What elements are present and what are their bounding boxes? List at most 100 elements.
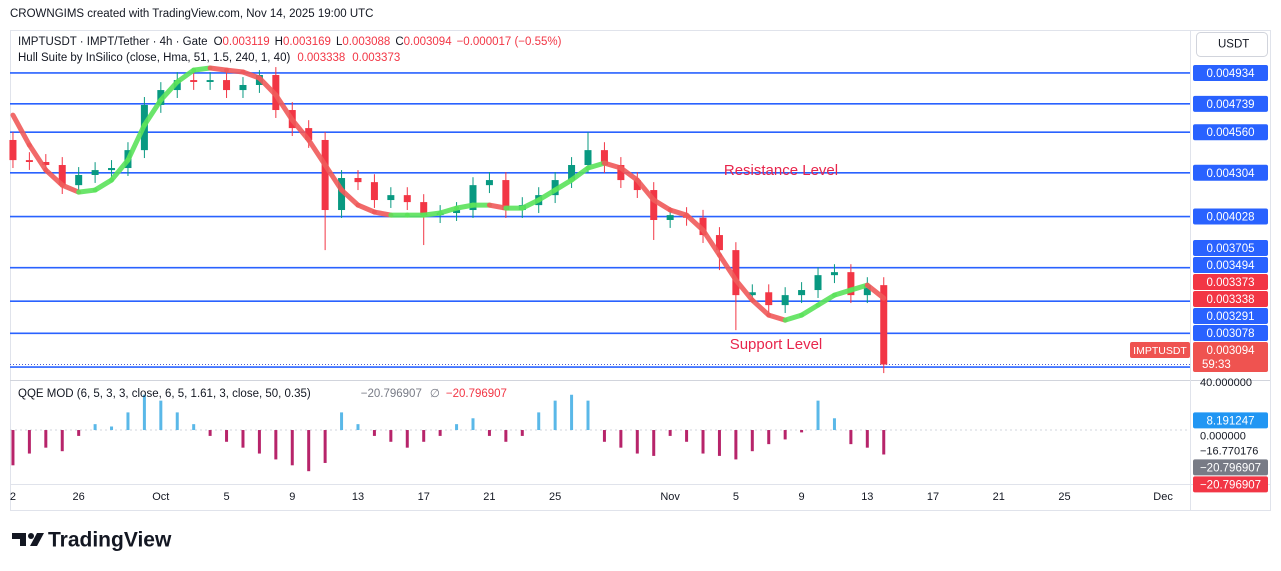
- hull-legend: Hull Suite by InSilico (close, Hma, 51, …: [18, 52, 400, 64]
- annotation: Support Level: [730, 336, 823, 353]
- candle-body: [469, 185, 477, 211]
- price-tag: [1193, 164, 1268, 181]
- price-tag: [1193, 291, 1268, 307]
- currency-box[interactable]: [1196, 32, 1268, 57]
- x-tick-label: 25: [549, 491, 561, 503]
- price-tag: [1193, 342, 1268, 372]
- hull-segment: [322, 162, 345, 193]
- hull-segment: [26, 142, 49, 173]
- ohlc-label: L: [336, 36, 343, 48]
- price-tag-label: 0.003291: [1207, 311, 1255, 323]
- qqe-legend: QQE MOD (6, 5, 3, 3, close, 6, 5, 1.61, …: [18, 388, 507, 400]
- qqe-readout: −20.796907: [446, 388, 507, 400]
- price-tag-label: 0.003094: [1207, 345, 1256, 357]
- qqe-bar: [849, 430, 853, 445]
- x-tick-label: 21: [993, 491, 1005, 503]
- price-tag: [1193, 124, 1268, 141]
- candle-body: [798, 290, 806, 296]
- candle-body: [305, 128, 313, 140]
- qqe-bar: [800, 430, 804, 433]
- candle-body: [715, 235, 723, 251]
- hull-segment: [864, 282, 887, 301]
- ohlc-label: O: [214, 36, 223, 48]
- hull-segment: [569, 165, 591, 183]
- hull-segment: [815, 292, 837, 308]
- qqe-bar: [389, 430, 393, 442]
- hull-segment: [141, 97, 164, 128]
- hull-segment: [618, 165, 640, 183]
- hull-segment: [733, 277, 755, 303]
- qqe-bar: [520, 430, 524, 436]
- hull-segment: [256, 75, 279, 98]
- price-tag: [1193, 257, 1268, 273]
- symbol: IMPTUSDT · IMPT/Tether · 4h · Gate: [18, 36, 208, 48]
- hull-segment: [355, 202, 377, 215]
- candle-body: [9, 139, 17, 161]
- chart-frame: [10, 30, 1271, 511]
- ohlc-value: 0.003094: [404, 36, 453, 48]
- hull-segment: [371, 209, 394, 218]
- qqe-bar: [208, 430, 212, 436]
- candle-body: [863, 285, 871, 296]
- x-tick-label: 9: [289, 491, 295, 503]
- qqe-bar: [750, 430, 754, 452]
- hull-segment: [782, 312, 805, 323]
- candle-body: [206, 80, 214, 82]
- qqe-bar: [159, 400, 163, 431]
- hull-segment: [454, 202, 476, 211]
- qqe-bar: [175, 412, 179, 431]
- logo-mark: [12, 533, 26, 546]
- candle-body: [650, 190, 658, 221]
- candle-body: [338, 178, 346, 211]
- qqe-tag-label: −20.796907: [1200, 479, 1261, 491]
- hull-segment: [585, 160, 607, 171]
- x-tick-label: 25: [1058, 491, 1070, 503]
- hull-segment: [799, 302, 821, 318]
- hull-segment: [207, 65, 230, 73]
- candle-body: [666, 215, 674, 221]
- qqe-bar: [783, 430, 787, 440]
- hull-segment: [92, 177, 115, 193]
- candle-body: [190, 80, 198, 82]
- hull-segment: [191, 65, 213, 73]
- candle-body: [25, 160, 33, 163]
- x-tick-label: 9: [799, 491, 805, 503]
- qqe-bar: [668, 430, 672, 436]
- qqe-bar: [865, 430, 869, 448]
- price-tag: [1193, 208, 1268, 225]
- currency[interactable]: USDT: [1218, 39, 1249, 51]
- qqe-bar: [553, 400, 557, 431]
- price-tag: [1193, 274, 1268, 290]
- candle-body: [880, 285, 888, 365]
- hull-segment: [174, 67, 197, 85]
- price-tag-label: 0.003078: [1207, 328, 1255, 340]
- brand: TradingView: [48, 529, 172, 552]
- candle-body: [633, 180, 641, 191]
- brand-logo: TradingView: [12, 529, 172, 552]
- qqe-tag: [1193, 412, 1268, 429]
- qqe-bar: [438, 430, 442, 436]
- qqe-bar: [356, 424, 360, 431]
- ohlc-label: H: [275, 36, 283, 48]
- price-tag: [1193, 325, 1268, 341]
- x-tick-label: Oct: [152, 491, 169, 503]
- candle-body: [732, 250, 740, 296]
- qqe-tag: [1193, 476, 1268, 493]
- annotation: Resistance Level: [724, 162, 838, 179]
- qqe-bar: [323, 430, 327, 463]
- price-tag-label: 0.004560: [1207, 127, 1255, 139]
- candle-body: [91, 170, 99, 175]
- candle-body: [420, 202, 428, 216]
- qqe-tag-label: 8.191247: [1207, 415, 1255, 427]
- candle-body: [502, 180, 510, 211]
- hull-segment: [552, 177, 575, 193]
- qqe-bar: [832, 418, 836, 431]
- qqe-bar: [570, 394, 574, 431]
- qqe-bar: [274, 430, 278, 460]
- hull-segment: [306, 137, 328, 168]
- qqe-bar: [455, 424, 459, 431]
- qqe-bar: [635, 430, 639, 454]
- hull-segment: [831, 287, 854, 298]
